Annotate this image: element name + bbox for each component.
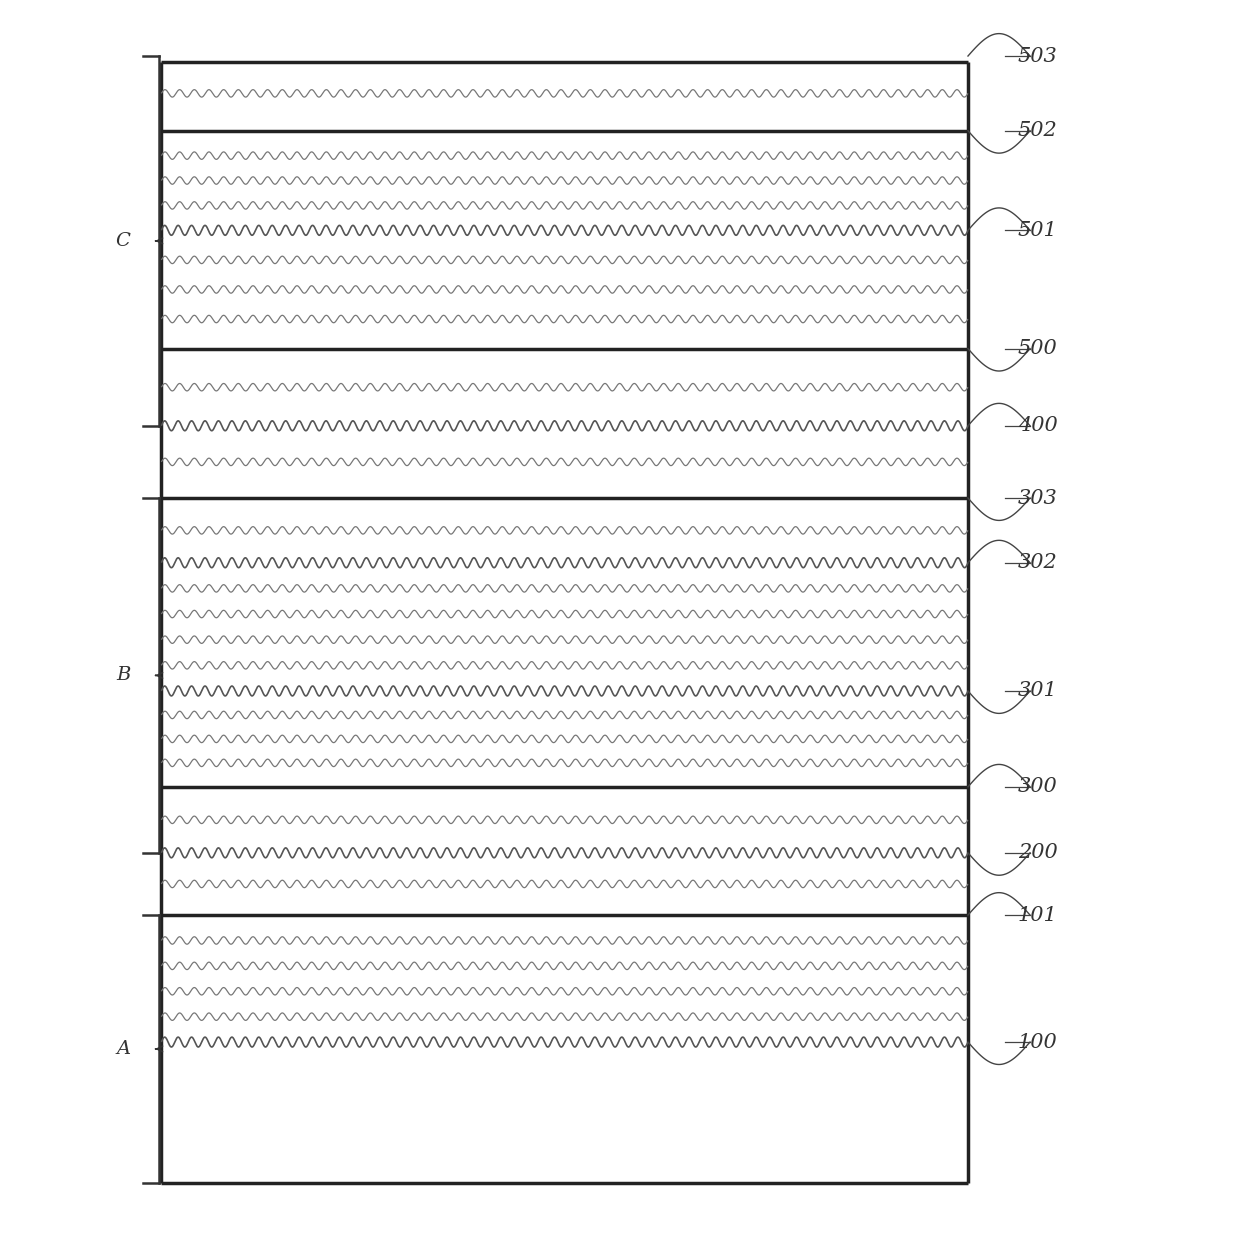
Text: 400: 400 xyxy=(1018,416,1057,436)
Text: 301: 301 xyxy=(1018,681,1057,701)
Text: 101: 101 xyxy=(1018,905,1057,925)
Text: 303: 303 xyxy=(1018,488,1057,508)
Text: 502: 502 xyxy=(1018,121,1057,141)
Text: C: C xyxy=(115,232,130,250)
Text: 302: 302 xyxy=(1018,553,1057,573)
Text: 200: 200 xyxy=(1018,843,1057,863)
Text: 100: 100 xyxy=(1018,1032,1057,1052)
Text: B: B xyxy=(115,666,130,685)
Text: 503: 503 xyxy=(1018,46,1057,66)
Text: 501: 501 xyxy=(1018,220,1057,240)
Text: A: A xyxy=(117,1040,130,1058)
Text: 300: 300 xyxy=(1018,777,1057,797)
Text: 500: 500 xyxy=(1018,339,1057,359)
